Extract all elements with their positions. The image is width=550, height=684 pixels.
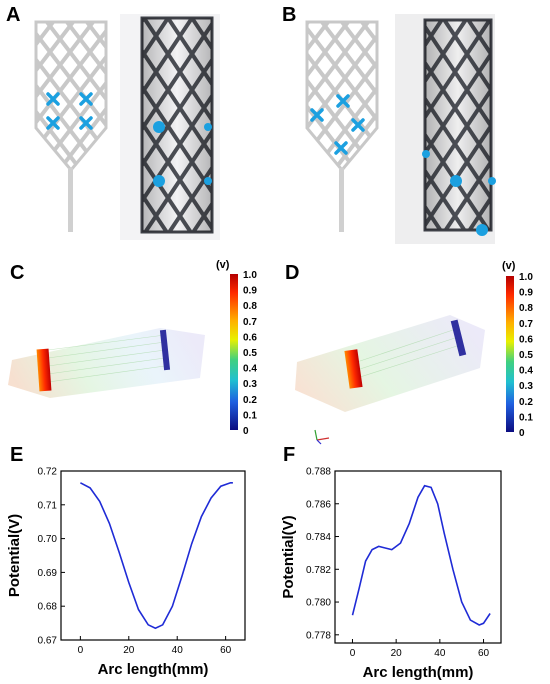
colorbar-tick-label: 0.4 [243, 364, 257, 375]
x-axis-title: Arc length(mm) [363, 664, 474, 681]
tube-stent-model-b [395, 14, 496, 244]
electrode-markers-b [310, 94, 365, 155]
colorbar-tick-label: 0.8 [243, 301, 257, 312]
colorbar-unit-c: (v) [216, 259, 230, 271]
x-tick-label: 60 [220, 645, 232, 656]
panel-b-figure [305, 14, 496, 244]
colorbar-ticks-d: 1.0 0.9 0.8 0.7 0.6 0.5 0.4 0.3 0.2 0.1 0 [519, 272, 533, 439]
colorbar-tick-label: 0.9 [243, 286, 257, 297]
series-line [351, 484, 491, 626]
colorbar-d [506, 276, 514, 432]
y-tick-label: 0.70 [38, 534, 58, 545]
colorbar-tick-label: 0.9 [519, 288, 533, 299]
colorbar-tick-label: 0.6 [243, 332, 257, 343]
colorbar-tick-label: 0.7 [519, 319, 533, 330]
y-tick-label: 0.778 [306, 630, 331, 641]
x-tick-label: 0 [350, 648, 356, 659]
y-tick-label: 0.786 [306, 499, 331, 510]
x-tick-label: 40 [172, 645, 184, 656]
colorbar-unit-d: (v) [502, 260, 516, 272]
colorbar-tick-label: 0.6 [519, 334, 533, 345]
colorbar-tick-label: 0.1 [519, 412, 533, 423]
x-tick-label: 0 [78, 645, 84, 656]
y-tick-label: 0.67 [38, 636, 58, 647]
panel-label-e: E [10, 444, 24, 466]
colorbar-tick-label: 0.2 [243, 395, 257, 406]
x-tick-label: 60 [478, 648, 490, 659]
flat-stent-pattern-a [34, 20, 108, 232]
x-tick-label: 40 [434, 648, 446, 659]
panel-label-c: C [10, 262, 25, 284]
panel-label-a: A [6, 4, 21, 26]
y-tick-label: 0.780 [306, 598, 331, 609]
colorbar-tick-label: 0.5 [243, 348, 257, 359]
y-tick-label: 0.68 [38, 602, 58, 613]
chart-e: 0 20 40 60 0.67 0.68 0.69 0.70 0.71 0.72 Arc lengt… [6, 467, 246, 678]
colorbar-tick-label: 0.4 [519, 366, 533, 377]
y-axis-title: Potential(V) [280, 515, 297, 598]
x-tick-label: 20 [123, 645, 135, 656]
tube-stent-model-a [120, 14, 220, 240]
chart-f: 0 20 40 60 0.778 0.780 0.782 0.784 0.786 0.788 Arc… [280, 467, 502, 681]
x-axis-title: Arc length(mm) [98, 661, 209, 678]
colorbar-tick-label: 0.2 [519, 397, 533, 408]
x-tick-label: 20 [391, 648, 403, 659]
panel-a-figure [34, 14, 220, 240]
y-tick-label: 0.69 [38, 568, 58, 579]
panel-c-figure: (v) 1.0 0.9 0.8 0.7 0.6 0.5 0.4 0.3 0.2 0.1 0 [8, 259, 257, 437]
colorbar-tick-label: 1.0 [519, 272, 533, 283]
colorbar-c [230, 274, 238, 430]
electrode-markers-a [46, 92, 93, 130]
panel-label-b: B [282, 4, 297, 26]
y-tick-label: 0.784 [306, 532, 331, 543]
colorbar-tick-label: 1.0 [243, 270, 257, 281]
colorbar-ticks-c: 1.0 0.9 0.8 0.7 0.6 0.5 0.4 0.3 0.2 0.1 0 [243, 270, 257, 437]
potential-field-d [295, 315, 485, 445]
y-tick-label: 0.788 [306, 467, 331, 478]
panel-label-d: D [285, 262, 300, 284]
flat-stent-pattern-b [305, 20, 379, 232]
plot-frame [334, 470, 502, 644]
y-tick-label: 0.72 [38, 467, 58, 478]
series-line [80, 482, 233, 630]
axis-triad-icon [314, 429, 330, 445]
colorbar-tick-label: 0.3 [519, 381, 533, 392]
colorbar-tick-label: 0 [519, 428, 525, 439]
colorbar-tick-label: 0 [243, 426, 249, 437]
colorbar-tick-label: 0.7 [243, 317, 257, 328]
y-axis-title: Potential(V) [6, 514, 23, 597]
panel-label-f: F [283, 444, 296, 466]
colorbar-tick-label: 0.5 [519, 350, 533, 361]
y-tick-label: 0.71 [38, 500, 58, 511]
colorbar-tick-label: 0.3 [243, 379, 257, 390]
colorbar-tick-label: 0.1 [243, 410, 257, 421]
y-tick-label: 0.782 [306, 565, 331, 576]
panel-d-figure: (v) 1.0 0.9 0.8 0.7 0.6 0.5 0.4 0.3 0.2 0.1 0 [295, 260, 533, 445]
plot-frame [60, 470, 246, 641]
potential-field-c [8, 328, 205, 398]
colorbar-tick-label: 0.8 [519, 303, 533, 314]
